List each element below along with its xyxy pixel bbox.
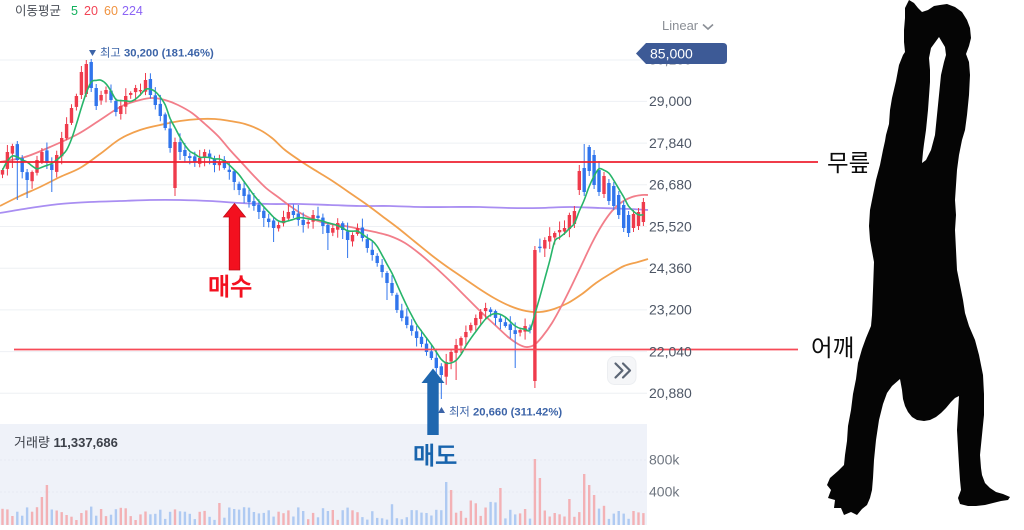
svg-text:최저 20,660 (311.42%): 최저 20,660 (311.42%) xyxy=(449,406,562,419)
svg-text:22,040: 22,040 xyxy=(649,343,692,359)
svg-text:85,000: 85,000 xyxy=(650,46,693,62)
svg-text:Linear: Linear xyxy=(662,18,699,33)
svg-text:거래량 11,337,686: 거래량 11,337,686 xyxy=(14,435,118,450)
svg-text:5: 5 xyxy=(71,4,78,18)
svg-text:23,200: 23,200 xyxy=(649,302,692,318)
svg-text:224: 224 xyxy=(122,4,143,18)
svg-text:400k: 400k xyxy=(649,484,680,500)
svg-text:이동평균: 이동평균 xyxy=(15,4,61,18)
svg-text:20: 20 xyxy=(84,4,98,18)
svg-text:29,000: 29,000 xyxy=(649,93,692,109)
svg-text:26,680: 26,680 xyxy=(649,177,692,193)
svg-text:20,880: 20,880 xyxy=(649,385,692,401)
svg-text:25,520: 25,520 xyxy=(649,218,692,234)
svg-text:매도: 매도 xyxy=(413,443,457,470)
svg-text:무릎: 무릎 xyxy=(827,150,870,176)
svg-text:60: 60 xyxy=(104,4,118,18)
svg-text:800k: 800k xyxy=(649,452,680,468)
svg-text:매수: 매수 xyxy=(208,274,252,301)
svg-text:최고 30,200 (181.46%): 최고 30,200 (181.46%) xyxy=(100,47,214,60)
svg-text:어깨: 어깨 xyxy=(811,335,854,361)
svg-text:24,360: 24,360 xyxy=(649,260,692,276)
svg-text:27,840: 27,840 xyxy=(649,135,692,151)
